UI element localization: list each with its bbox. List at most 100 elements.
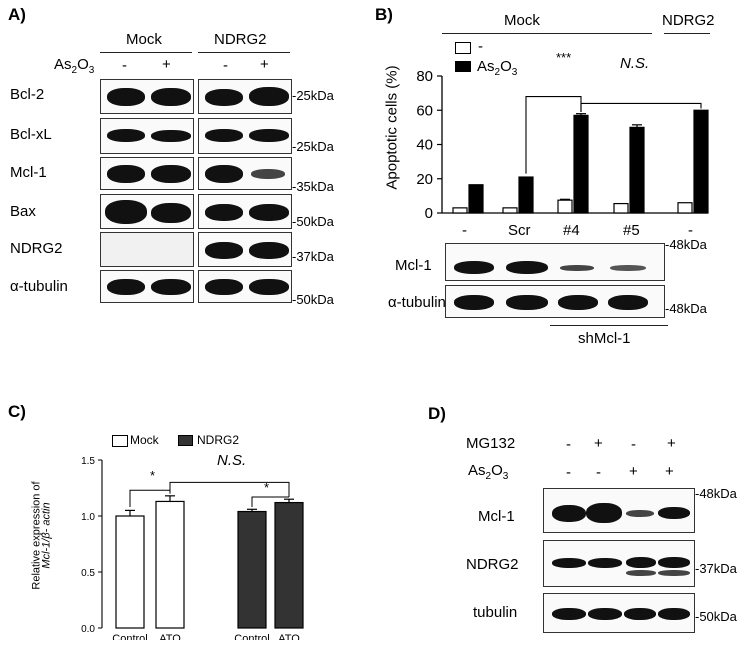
bar <box>468 184 484 214</box>
row-label: Mcl-1 <box>395 257 432 274</box>
x-tick-label: Scr <box>508 222 531 239</box>
panel-a-label: A) <box>8 5 26 24</box>
legend-swatch-untreated <box>455 42 471 54</box>
bar <box>502 207 518 214</box>
condition-label-mg132: MG132 <box>466 435 516 452</box>
y-axis-label-b: Apoptotic cells (%) <box>383 65 401 190</box>
kda-marker: -37kDa <box>292 249 334 264</box>
kda-marker: -35kDa <box>292 179 334 194</box>
significance-bracket <box>251 496 289 508</box>
panel-b-label: B) <box>375 5 393 24</box>
bar <box>557 199 573 214</box>
row-label: α-tubulin <box>10 278 68 295</box>
condition-mark: + <box>665 463 674 480</box>
row-label: NDRG2 <box>466 556 519 573</box>
kda-marker: -25kDa <box>292 139 334 154</box>
blot-mcl1-mock <box>100 157 194 190</box>
bar <box>693 109 709 214</box>
legend-swatch-ndrg2 <box>178 435 193 446</box>
significance-ns-c: N.S. <box>217 452 247 469</box>
y-tick-label: 20 <box>416 171 433 188</box>
group-label-mock: Mock <box>126 31 162 48</box>
blot-bax-mock <box>100 194 194 229</box>
bar <box>573 114 589 214</box>
bar <box>677 202 693 214</box>
legend-label-as2o3: As2O3 <box>477 58 518 78</box>
panel-c-label: C) <box>8 402 26 421</box>
significance-star-c1: * <box>150 468 156 483</box>
blot-bax-ndrg2 <box>198 194 292 229</box>
row-label: tubulin <box>473 604 518 621</box>
group-line-mock-b <box>442 33 652 35</box>
y-axis-label-c-2: Mcl-1/β- actin <box>40 502 53 569</box>
condition-mark: - <box>596 464 601 481</box>
row-label: NDRG2 <box>10 240 63 257</box>
blot-tubulin-ndrg2 <box>198 270 292 303</box>
kda-marker: -50kDa <box>695 609 737 624</box>
row-label: α-tubulin <box>388 294 446 311</box>
blot-tubulin-b <box>445 285 665 318</box>
significance-star-c2: * <box>264 480 270 495</box>
group-label-ndrg2: NDRG2 <box>214 31 267 48</box>
treatment-mark: + <box>260 56 269 73</box>
row-label: Bcl-xL <box>10 126 52 143</box>
group-line-mock <box>100 52 192 54</box>
bar <box>452 207 468 214</box>
group-label-ndrg2-b: NDRG2 <box>662 12 715 29</box>
group-label-mock-b: Mock <box>504 12 540 29</box>
blot-bclxl-ndrg2 <box>198 118 292 154</box>
blot-tubulin-mock <box>100 270 194 303</box>
kda-marker: -50kDa <box>292 214 334 229</box>
condition-mark: + <box>629 463 638 480</box>
kda-marker: -37kDa <box>695 561 737 576</box>
panel-d-label: D) <box>428 404 446 423</box>
blot-bclxl-mock <box>100 118 194 154</box>
x-tick-label: #5 <box>623 222 640 239</box>
bar <box>518 176 534 214</box>
kda-marker: -48kDa <box>695 486 737 501</box>
y-tick-label: 0.0 <box>81 624 95 635</box>
bar <box>274 501 304 629</box>
x-tick-label: Control <box>234 633 269 640</box>
blot-mcl1-ndrg2 <box>198 157 292 190</box>
significance-ns: N.S. <box>620 55 650 72</box>
bar-chart-apoptosis: 0 20 40 60 80 <box>416 68 709 222</box>
significance-bracket <box>169 481 290 497</box>
bar <box>629 126 645 214</box>
row-label: Bcl-2 <box>10 86 45 103</box>
blot-mcl1-b <box>445 243 665 281</box>
legend-label-untreated: - <box>478 38 483 55</box>
y-tick-label: 0.5 <box>81 568 95 579</box>
bar <box>237 510 267 629</box>
bar <box>613 202 629 214</box>
y-tick-label: 1.5 <box>81 456 95 467</box>
kda-marker: -48kDa <box>665 237 707 252</box>
condition-label-as2o3: As2O3 <box>468 462 509 482</box>
kda-marker: -25kDa <box>292 88 334 103</box>
significance-stars: *** <box>556 50 572 65</box>
shmcl-label: shMcl-1 <box>578 330 631 347</box>
treatment-label-as2o3: As2O3 <box>54 56 95 76</box>
legend-label-mock: Mock <box>130 433 159 447</box>
x-tick-label: ATO <box>159 633 181 640</box>
significance-bracket <box>580 102 702 112</box>
blot-bcl2-mock <box>100 79 194 114</box>
y-tick-label: 1.0 <box>81 512 95 523</box>
treatment-mark: - <box>223 57 228 74</box>
row-label: Bax <box>10 203 36 220</box>
row-label: Mcl-1 <box>10 164 47 181</box>
legend-swatch-mock <box>112 435 128 447</box>
y-tick-label: 80 <box>416 68 433 85</box>
condition-mark: + <box>667 435 676 452</box>
x-tick-label: - <box>688 222 693 239</box>
bar <box>155 500 185 629</box>
kda-marker: -50kDa <box>292 292 334 307</box>
x-tick-label: #4 <box>563 222 580 239</box>
x-tick-label: ATO <box>278 633 300 640</box>
group-line-ndrg2-b <box>664 33 710 35</box>
blot-bcl2-ndrg2 <box>198 79 292 114</box>
significance-bracket <box>525 96 582 174</box>
x-tick-label: - <box>462 222 467 239</box>
condition-mark: - <box>631 436 636 453</box>
y-tick-label: 0 <box>425 205 433 222</box>
